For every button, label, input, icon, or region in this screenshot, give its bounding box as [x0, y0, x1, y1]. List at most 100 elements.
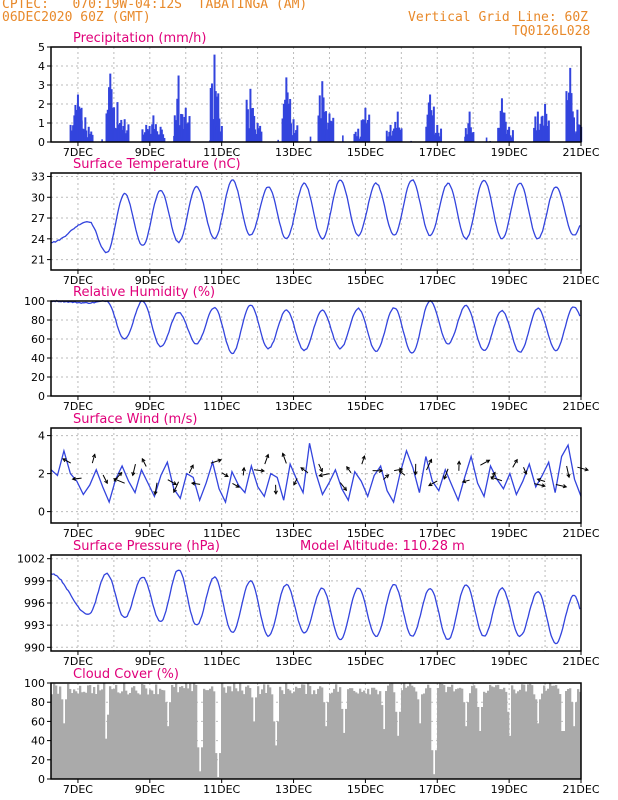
precip-bar [438, 136, 441, 142]
wind-arrow [72, 477, 82, 480]
cloud-bar [431, 750, 434, 779]
precip-bar [180, 137, 182, 142]
cloud-bar [159, 688, 162, 779]
precip-bar [295, 130, 298, 142]
cloud-bar [263, 684, 266, 779]
cloud-bar [61, 699, 64, 779]
cloud-bar [139, 694, 142, 779]
cloud-bar [505, 691, 508, 779]
precip-bar [575, 131, 578, 142]
wind-arrow-head [189, 464, 194, 469]
precip-bar [368, 114, 371, 142]
x-tick-label: 9DEC [135, 400, 165, 413]
cloud-bar [537, 723, 540, 779]
wind-arrow-head [265, 453, 270, 459]
cloud-bar [391, 683, 394, 779]
cloud-bar [323, 702, 326, 779]
cloud-bar [87, 685, 90, 779]
precip-bar [252, 128, 255, 142]
cloud-bar [543, 685, 546, 779]
precip-bar [485, 137, 488, 142]
precip-bar [155, 134, 158, 142]
precip-bar [112, 112, 115, 142]
precip-bar [360, 120, 363, 142]
cloud-bar [503, 687, 506, 779]
x-tick-label: 19DEC [491, 146, 528, 159]
cloud-bar [459, 687, 462, 779]
wind-arrow [339, 482, 347, 491]
precip-bar [566, 100, 569, 142]
precip-bar [325, 111, 328, 142]
cloud-bar [301, 684, 304, 779]
precip-bar [578, 124, 581, 142]
cloud-bar [561, 731, 564, 779]
wind-arrow-head [413, 471, 418, 476]
cloud-bar [53, 683, 56, 779]
y-tick-label: 0 [38, 136, 45, 149]
wind-arrow [282, 453, 287, 464]
cloud-bar [383, 729, 386, 779]
wind-arrow-head [566, 473, 571, 479]
precip-bar [289, 98, 292, 142]
x-tick-label: 9DEC [135, 783, 165, 796]
precip-bar [250, 108, 253, 142]
precip-bar [220, 125, 223, 142]
cloud-bar [177, 692, 180, 779]
precip-bar [569, 67, 572, 142]
cloud-bar [121, 691, 124, 779]
cloud-bar [173, 687, 176, 779]
precip-bar [217, 113, 220, 142]
y-tick-label: 21 [31, 254, 45, 267]
wind-arrow-head [342, 486, 348, 492]
precip-bar [538, 129, 541, 142]
wind-arrow-head [260, 468, 266, 473]
cloud-bar [563, 731, 566, 779]
cloud-bar [407, 686, 410, 779]
cloud-bar [341, 708, 344, 779]
precip-bar [101, 139, 103, 142]
wind-arrow-head [485, 459, 491, 464]
precip-bar [286, 92, 289, 142]
precip-bar [511, 130, 514, 142]
precip-bar [573, 133, 576, 142]
cloud-bar [253, 721, 256, 779]
cloud-bar [115, 684, 118, 779]
cloud-bar [307, 683, 310, 779]
precip-bar [466, 134, 469, 142]
wind-arrow [383, 474, 389, 480]
x-tick-label: 17DEC [419, 655, 456, 668]
precip-bar [400, 128, 403, 142]
wind-arrow [462, 479, 470, 483]
precip-bar [426, 114, 429, 142]
cloud-bar [471, 685, 474, 779]
cloud-bar [489, 684, 492, 779]
cloud-bar [75, 691, 78, 779]
cloud-bar [361, 691, 364, 779]
precip-bar [472, 132, 475, 142]
cloud-bar [95, 693, 98, 779]
cloud-bar [449, 686, 452, 779]
precip-bar [498, 127, 501, 142]
x-tick-label: 9DEC [135, 655, 165, 668]
precip-bar [277, 139, 279, 142]
wind-arrow-head [62, 458, 67, 463]
cloud-bar [415, 691, 418, 779]
cloud-bar [81, 692, 84, 779]
wind-arrow [577, 466, 589, 471]
cloud-bar [225, 692, 228, 779]
cloud-bar [501, 689, 504, 779]
cloud-bar [531, 685, 534, 779]
panel-frame [50, 300, 582, 397]
precip-bar [509, 135, 512, 142]
precip-bar [115, 139, 118, 142]
cloud-bar [331, 692, 334, 779]
cloud-bar [91, 693, 94, 779]
precip-bar [321, 81, 324, 142]
precip-bar [432, 106, 435, 142]
cloud-bar [277, 721, 280, 779]
cloud-bar [527, 684, 530, 779]
precip-bar [176, 98, 179, 142]
precip-bar [127, 124, 130, 142]
precip-bar [91, 134, 94, 142]
precip-bar [214, 91, 217, 142]
